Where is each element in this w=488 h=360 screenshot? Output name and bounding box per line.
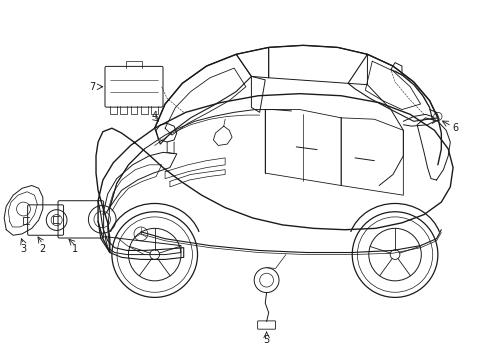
Text: 5: 5: [263, 335, 269, 345]
Text: 2: 2: [40, 244, 46, 254]
Text: 4: 4: [151, 112, 158, 121]
Text: 6: 6: [451, 123, 457, 133]
Text: 7: 7: [89, 82, 96, 92]
Text: 1: 1: [72, 244, 78, 254]
Text: 3: 3: [20, 244, 26, 254]
